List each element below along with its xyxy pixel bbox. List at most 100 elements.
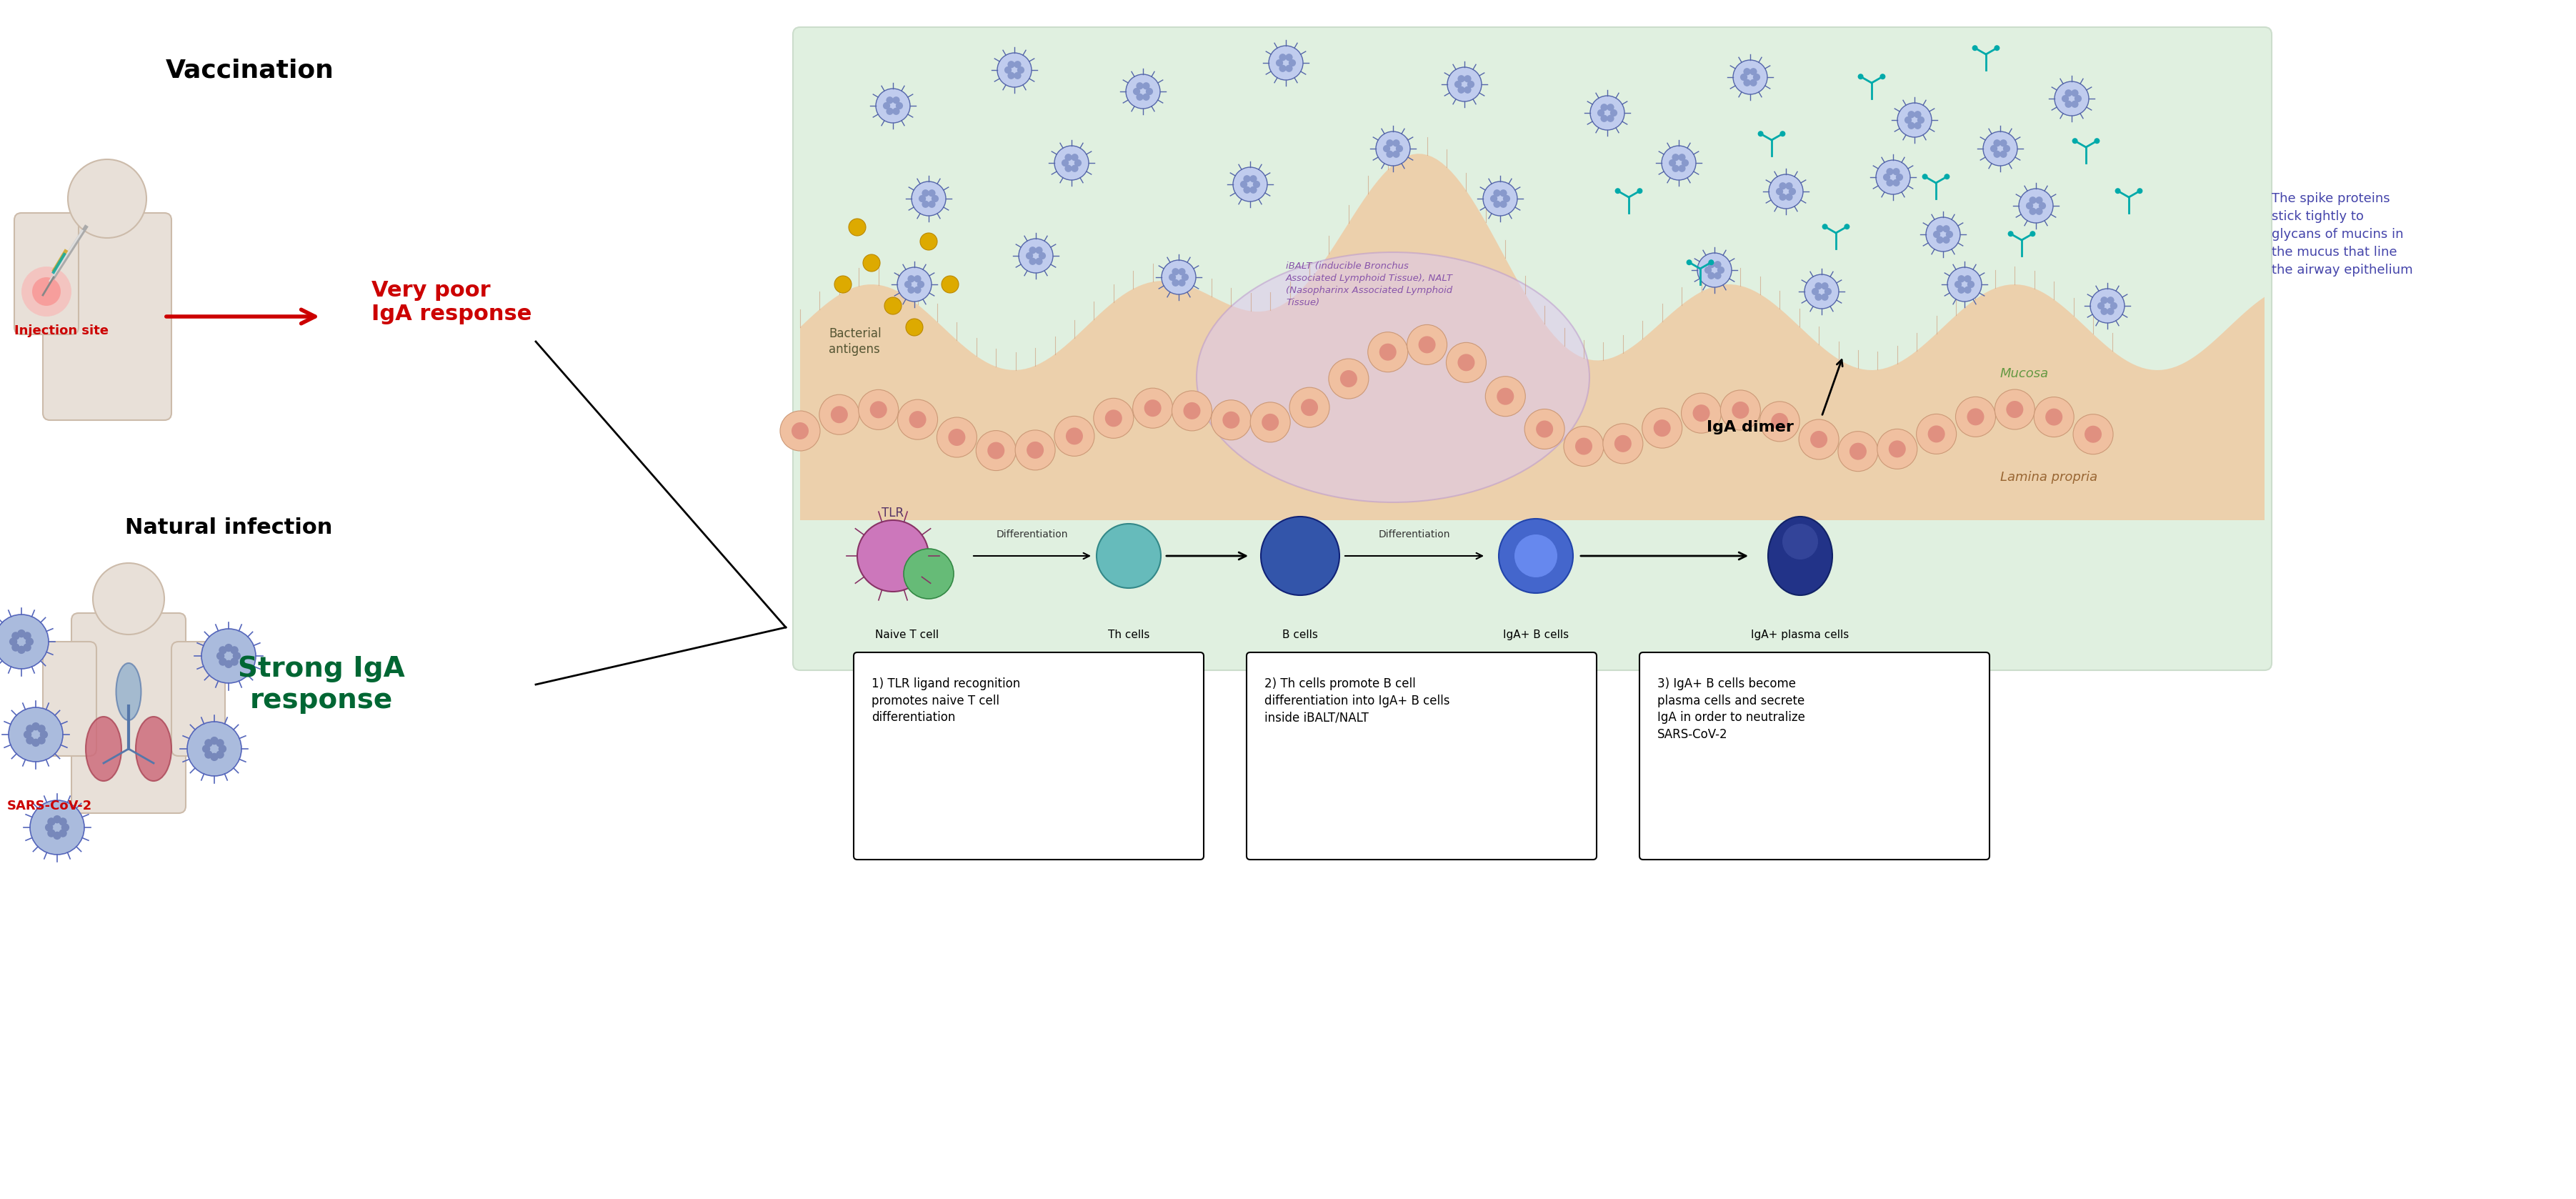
Circle shape — [1682, 159, 1690, 167]
Circle shape — [1662, 146, 1695, 180]
Circle shape — [204, 739, 214, 747]
Circle shape — [1564, 427, 1605, 466]
Circle shape — [1909, 110, 1914, 119]
Circle shape — [23, 632, 31, 640]
Circle shape — [1064, 164, 1072, 173]
Circle shape — [26, 724, 33, 733]
Circle shape — [1386, 151, 1394, 158]
Circle shape — [1602, 423, 1643, 464]
Circle shape — [1886, 168, 1893, 175]
Circle shape — [2138, 188, 2143, 193]
Circle shape — [59, 830, 67, 837]
Circle shape — [1061, 159, 1069, 167]
Circle shape — [781, 411, 819, 451]
Circle shape — [1824, 288, 1832, 295]
Circle shape — [0, 615, 49, 669]
Circle shape — [1999, 151, 2007, 158]
Circle shape — [1888, 440, 1906, 458]
Circle shape — [1249, 186, 1257, 193]
Circle shape — [1458, 86, 1466, 94]
Circle shape — [1494, 189, 1502, 197]
Circle shape — [1821, 282, 1829, 290]
Circle shape — [1015, 72, 1020, 79]
Circle shape — [1610, 109, 1618, 116]
Circle shape — [1798, 420, 1839, 459]
Circle shape — [1893, 179, 1901, 186]
Text: The spike proteins
stick tightly to
glycans of mucins in
the mucus that line
the: The spike proteins stick tightly to glyc… — [2272, 192, 2414, 277]
Circle shape — [1721, 390, 1759, 430]
Circle shape — [1146, 88, 1154, 95]
Text: 3) IgA+ B cells become
plasma cells and secrete
IgA in order to neutralize
SARS-: 3) IgA+ B cells become plasma cells and … — [1656, 677, 1806, 741]
Circle shape — [23, 730, 31, 739]
Circle shape — [224, 659, 232, 668]
Circle shape — [1641, 408, 1682, 448]
Circle shape — [1958, 287, 1965, 294]
Circle shape — [1744, 79, 1752, 86]
Circle shape — [1515, 535, 1558, 578]
Circle shape — [1015, 430, 1056, 470]
Circle shape — [1280, 65, 1285, 72]
Text: Lamina propria: Lamina propria — [1999, 471, 2097, 483]
Circle shape — [1968, 281, 1976, 288]
Circle shape — [907, 319, 922, 336]
Circle shape — [67, 159, 147, 237]
Circle shape — [1844, 224, 1850, 229]
Circle shape — [1824, 224, 1826, 229]
FancyBboxPatch shape — [72, 613, 185, 813]
Circle shape — [1234, 167, 1267, 201]
Circle shape — [201, 745, 211, 753]
Circle shape — [59, 818, 67, 826]
Circle shape — [1713, 261, 1721, 269]
Circle shape — [1785, 182, 1793, 189]
Circle shape — [1419, 336, 1435, 354]
Circle shape — [1036, 247, 1043, 254]
Circle shape — [1945, 230, 1953, 239]
Circle shape — [1015, 61, 1020, 68]
Ellipse shape — [116, 663, 142, 721]
Circle shape — [2074, 139, 2076, 143]
Text: B cells: B cells — [1283, 629, 1319, 640]
Circle shape — [914, 287, 922, 294]
Text: Very poor
IgA response: Very poor IgA response — [371, 279, 531, 325]
Circle shape — [1955, 281, 1963, 288]
Circle shape — [1028, 258, 1036, 265]
Circle shape — [8, 707, 62, 761]
Circle shape — [1535, 421, 1553, 438]
FancyBboxPatch shape — [173, 641, 224, 757]
Circle shape — [1285, 54, 1293, 61]
Circle shape — [1945, 174, 1950, 179]
Circle shape — [2071, 90, 2079, 97]
Circle shape — [1803, 275, 1839, 308]
Circle shape — [1780, 182, 1785, 189]
Circle shape — [1672, 164, 1680, 173]
Circle shape — [1494, 200, 1502, 207]
Circle shape — [914, 276, 922, 283]
Circle shape — [1383, 145, 1391, 152]
Circle shape — [54, 832, 62, 839]
Circle shape — [1994, 46, 1999, 50]
Circle shape — [1600, 103, 1607, 112]
Circle shape — [1458, 76, 1466, 83]
Circle shape — [1097, 524, 1162, 588]
Circle shape — [1249, 175, 1257, 182]
Circle shape — [1917, 414, 1955, 454]
Circle shape — [912, 181, 945, 216]
Circle shape — [31, 277, 62, 306]
Circle shape — [1406, 325, 1448, 364]
Circle shape — [216, 751, 224, 759]
Circle shape — [1775, 188, 1783, 195]
Circle shape — [1468, 80, 1473, 88]
Circle shape — [943, 276, 958, 293]
Text: 1) TLR ligand recognition
promotes naive T cell
differentiation: 1) TLR ligand recognition promotes naive… — [871, 677, 1020, 724]
Circle shape — [1600, 115, 1607, 122]
Circle shape — [13, 644, 21, 651]
Ellipse shape — [1767, 517, 1832, 595]
Circle shape — [1064, 153, 1072, 161]
Circle shape — [1821, 294, 1829, 301]
Circle shape — [2038, 203, 2045, 210]
Circle shape — [1741, 73, 1747, 80]
Circle shape — [1886, 179, 1893, 186]
Circle shape — [2074, 95, 2081, 102]
FancyBboxPatch shape — [15, 213, 80, 335]
Circle shape — [62, 824, 70, 832]
